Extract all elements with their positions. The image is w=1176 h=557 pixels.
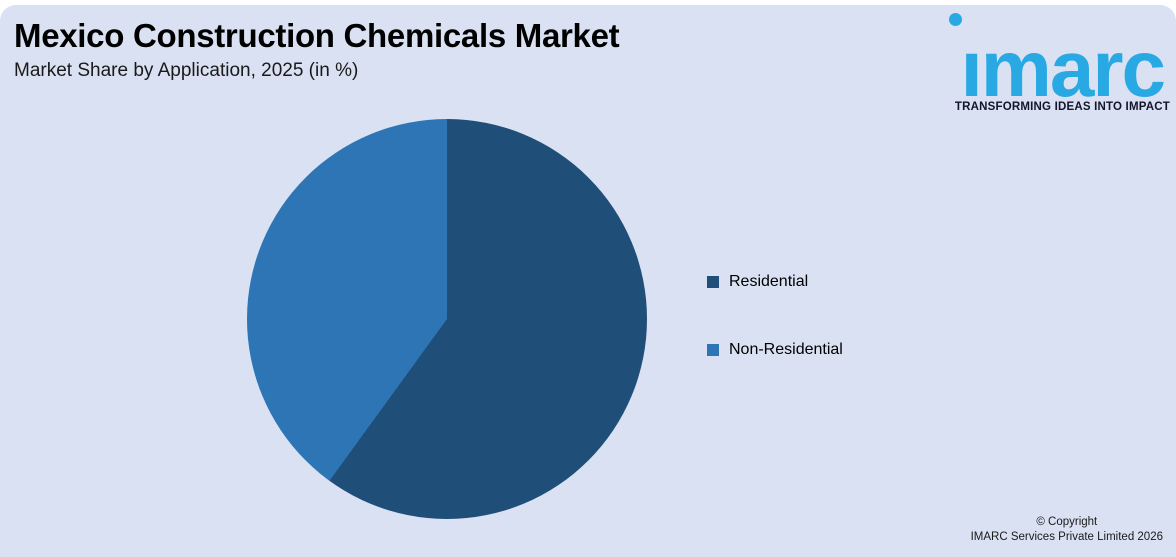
pie-chart [247,119,647,519]
logo-i-dot-icon [949,13,962,26]
legend-item: Residential [707,273,843,291]
chart-legend: Residential Non-Residential [707,273,843,359]
header: Mexico Construction Chemicals Market Mar… [14,17,620,82]
imarc-logo: ımarc TRANSFORMING IDEAS INTO IMPACT [936,9,1170,113]
logo-wordmark: ımarc [960,24,1166,113]
infographic-card: Mexico Construction Chemicals Market Mar… [0,5,1176,557]
logo-tagline: TRANSFORMING IDEAS INTO IMPACT [954,101,1170,113]
legend-label: Residential [729,273,809,290]
legend-swatch [707,344,719,356]
legend-label: Non-Residential [729,341,843,358]
copyright-line1: © Copyright [1036,516,1098,529]
page-title: Mexico Construction Chemicals Market [14,17,620,54]
legend-item: Non-Residential [707,341,843,359]
copyright-notice: © Copyright IMARC Services Private Limit… [971,515,1163,545]
copyright-line2: IMARC Services Private Limited 2026 [970,531,1163,544]
page-subtitle: Market Share by Application, 2025 (in %) [14,60,359,81]
legend-swatch [707,276,719,288]
